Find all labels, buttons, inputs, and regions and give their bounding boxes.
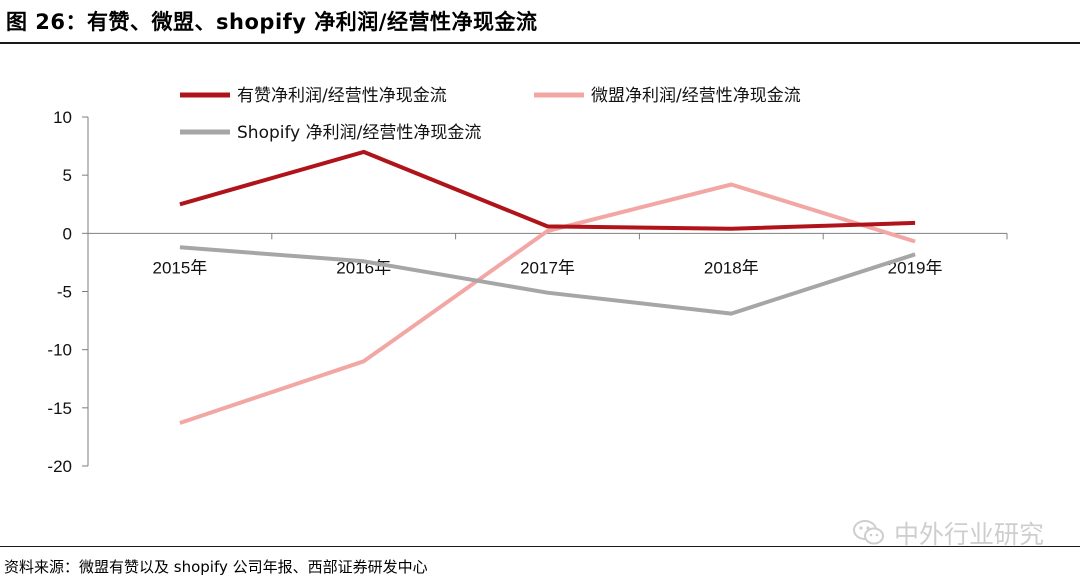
title-divider — [0, 42, 1080, 44]
y-tick-label: 5 — [63, 166, 72, 185]
y-tick-label: -10 — [47, 341, 72, 360]
chart-legend: 有赞净利润/经营性净现金流 微盟净利润/经营性净现金流 Shopify 净利润/经营… — [180, 86, 801, 143]
y-tick-label: -5 — [57, 283, 72, 302]
x-tick-label: 2015年 — [152, 258, 207, 277]
y-tick-label: 10 — [53, 108, 72, 127]
legend-label-0: 有赞净利润/经营性净现金流 — [237, 86, 447, 106]
watermark: 中外行业研究 — [852, 516, 1044, 550]
series-line-1 — [179, 182, 916, 425]
y-tick-label: 0 — [63, 224, 72, 243]
x-tick-label: 2017年 — [520, 258, 575, 277]
legend-label-1: 微盟净利润/经营性净现金流 — [591, 86, 801, 106]
x-tick-label: 2018年 — [704, 258, 759, 277]
source-divider — [0, 546, 1080, 547]
figure-title: 图 26：有赞、微盟、shopify 净利润/经营性净现金流 — [6, 10, 538, 34]
x-tick-label: 2019年 — [888, 258, 943, 277]
source-note: 资料来源：微盟有赞以及 shopify 公司年报、西部证券研发中心 — [4, 558, 428, 576]
wechat-icon — [852, 520, 884, 545]
series-line-2 — [179, 245, 916, 316]
watermark-text: 中外行业研究 — [893, 520, 1044, 549]
series-layer — [179, 149, 916, 425]
series-line-0 — [179, 149, 916, 231]
y-tick-label: -15 — [47, 399, 72, 418]
legend-label-2: Shopify 净利润/经营性净现金流 — [237, 123, 481, 143]
y-tick-label: -20 — [47, 457, 72, 476]
